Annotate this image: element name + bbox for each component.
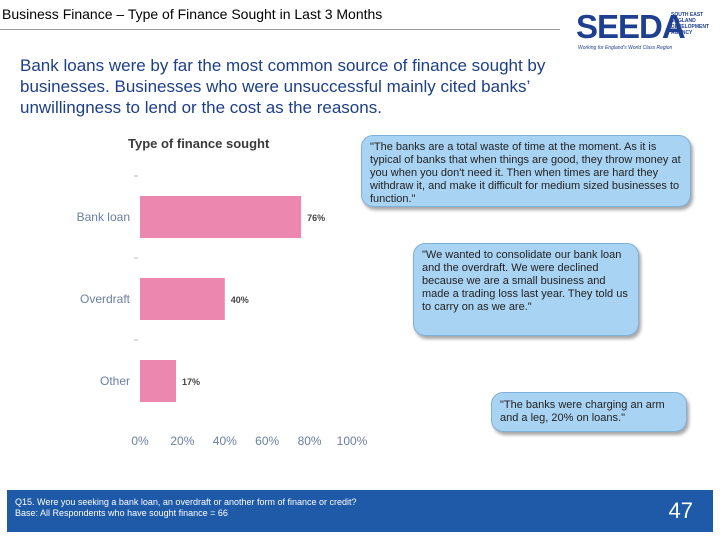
bar-bank-loan xyxy=(140,196,302,238)
x-tick-label: 100% xyxy=(337,434,368,448)
footer-notes: Q15. Were you seeking a bank loan, an ov… xyxy=(15,497,575,519)
logo-side-text: SOUTH EAST ENGLAND DEVELOPMENT AGENCY xyxy=(671,12,710,36)
x-tick-label: 60% xyxy=(255,434,279,448)
category-label: Bank loan xyxy=(77,210,130,224)
x-tick-label: 20% xyxy=(170,434,194,448)
data-label: 40% xyxy=(231,295,249,305)
quote-text-2: "We wanted to consolidate our bank loan … xyxy=(422,249,628,313)
category-label: Overdraft xyxy=(80,292,131,306)
x-tick-label: 80% xyxy=(298,434,322,448)
quote-bubble-1: "The banks are a total waste of time at … xyxy=(361,135,691,207)
base-text: Base: All Respondents who have sought fi… xyxy=(15,508,228,518)
chart-title: Type of finance sought xyxy=(128,136,270,151)
page-number: 47 xyxy=(668,498,693,523)
quote-bubble-2: "We wanted to consolidate our bank loan … xyxy=(413,243,639,336)
quote-text-3: "The banks were charging an arm and a le… xyxy=(500,399,665,424)
category-label: Other xyxy=(100,374,130,388)
slide-title: Business Finance – Type of Finance Sough… xyxy=(2,6,383,22)
title-divider xyxy=(0,29,560,30)
data-label: 17% xyxy=(182,377,200,387)
finance-bar-chart: Type of finance sought Bank loan 76% Overd… xyxy=(77,136,368,448)
bar-overdraft xyxy=(140,278,225,320)
seeda-logo: SEEDA SOUTH EAST ENGLAND DEVELOPMENT AGE… xyxy=(576,8,716,54)
x-tick-label: 40% xyxy=(213,434,237,448)
logo-wordmark: SEEDA xyxy=(576,8,686,45)
question-text: Q15. Were you seeking a bank loan, an ov… xyxy=(15,497,357,507)
quote-text-1: "The banks are a total waste of time at … xyxy=(370,141,681,205)
x-tick-label: 0% xyxy=(131,434,149,448)
quote-bubble-3: "The banks were charging an arm and a le… xyxy=(491,392,687,432)
data-label: 76% xyxy=(307,213,325,223)
logo-tagline: Working for England's World Class Region xyxy=(578,45,673,51)
bar-other xyxy=(140,360,177,402)
footer-bar: Q15. Were you seeking a bank loan, an ov… xyxy=(7,490,713,532)
headline-text: Bank loans were by far the most common s… xyxy=(20,56,546,117)
